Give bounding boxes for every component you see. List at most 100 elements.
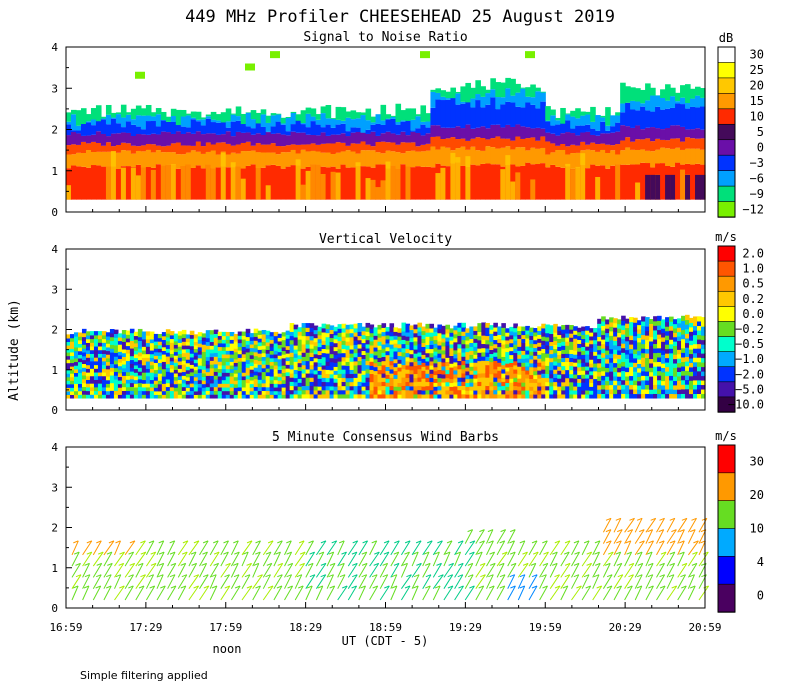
velocity-cell <box>145 383 151 388</box>
velocity-cell <box>501 389 506 395</box>
snr-cell <box>700 174 706 200</box>
snr-cell <box>350 119 357 128</box>
velocity-cell <box>221 372 227 377</box>
velocity-cell <box>653 352 658 358</box>
wind-barb <box>602 540 612 556</box>
velocity-cell <box>689 357 694 363</box>
velocity-cell <box>381 335 387 341</box>
velocity-cell <box>249 351 255 356</box>
wind-barb <box>167 551 176 567</box>
wind-barb-flag <box>701 517 708 521</box>
colorbar-box <box>717 444 736 474</box>
velocity-cell <box>545 348 550 354</box>
velocity-cell <box>233 394 239 399</box>
velocity-cell <box>581 354 586 359</box>
snr-cell <box>350 132 357 144</box>
snr-cell <box>470 107 476 129</box>
snr-cell <box>355 112 362 119</box>
snr-cell <box>255 119 262 134</box>
velocity-cell <box>401 322 407 328</box>
velocity-cell <box>193 351 199 357</box>
wind-barb-flag <box>277 562 283 566</box>
velocity-cell <box>141 357 147 362</box>
snr-cell <box>340 142 347 152</box>
velocity-cell <box>517 338 522 343</box>
wind-barb-flag <box>554 540 560 544</box>
velocity-cell <box>417 347 423 353</box>
velocity-cell <box>641 393 646 399</box>
velocity-cell <box>161 343 167 348</box>
velocity-cell <box>625 336 630 342</box>
velocity-cell <box>141 368 147 373</box>
wind-barb <box>114 574 122 589</box>
velocity-cell <box>573 342 578 347</box>
velocity-cell <box>369 361 375 366</box>
velocity-cell <box>261 367 267 373</box>
velocity-cell <box>133 375 139 381</box>
snr-cell <box>580 115 586 126</box>
snr-cell <box>660 89 666 99</box>
velocity-cell <box>353 340 359 345</box>
snr-cell <box>165 121 172 133</box>
velocity-cell <box>409 381 415 387</box>
velocity-cell <box>253 340 259 345</box>
velocity-cell <box>609 330 614 336</box>
snr-cell <box>690 88 696 99</box>
velocity-cell <box>441 337 446 343</box>
snr-cell <box>205 114 212 117</box>
snr-cell <box>600 133 606 144</box>
velocity-cell <box>413 340 419 346</box>
wind-barb-flag <box>498 562 505 566</box>
wind-barb-flag <box>106 551 113 555</box>
velocity-cell <box>221 386 227 392</box>
snr-cell <box>600 143 606 150</box>
velocity-cell <box>569 337 574 342</box>
velocity-cell <box>193 341 199 346</box>
velocity-cell <box>193 344 199 350</box>
velocity-cell <box>66 394 71 399</box>
velocity-cell <box>513 335 518 341</box>
velocity-cell <box>85 346 91 351</box>
velocity-cell <box>185 359 191 364</box>
wind-barb-flag <box>362 540 368 544</box>
velocity-cell <box>349 373 355 379</box>
colorbar-label: 20 <box>750 79 764 93</box>
velocity-cell <box>481 351 486 357</box>
velocity-cell <box>565 357 570 362</box>
velocity-cell <box>265 379 271 384</box>
wind-barb <box>358 540 369 556</box>
snr-cell <box>435 88 442 93</box>
wind-barb <box>422 585 431 601</box>
snr-cell <box>560 123 566 134</box>
velocity-cell <box>93 360 99 366</box>
velocity-cell <box>125 364 131 369</box>
snr-cell <box>450 137 456 151</box>
snr-cell <box>215 114 222 121</box>
velocity-cell <box>249 383 255 388</box>
snr-cell <box>135 126 142 135</box>
velocity-cell <box>461 360 466 366</box>
snr-cell <box>260 152 267 168</box>
velocity-cell <box>277 365 283 371</box>
velocity-cell <box>217 386 223 392</box>
wind-barb <box>156 563 165 578</box>
velocity-cell <box>237 331 243 336</box>
wind-barb <box>496 585 506 601</box>
velocity-cell <box>637 333 642 339</box>
snr-cell <box>565 154 571 167</box>
velocity-cell <box>441 357 446 363</box>
snr-cell <box>520 87 526 89</box>
wind-barb-flag <box>562 585 568 589</box>
snr-cell <box>690 106 696 130</box>
velocity-cell <box>325 336 331 342</box>
velocity-cell <box>329 365 335 371</box>
velocity-cell <box>585 362 590 367</box>
wind-barb <box>241 540 253 556</box>
snr-cell <box>345 136 352 146</box>
wind-barb-flag <box>73 540 79 544</box>
velocity-cell <box>465 382 470 387</box>
velocity-cell <box>697 379 702 385</box>
velocity-cell <box>453 329 458 335</box>
velocity-cell <box>689 322 694 328</box>
velocity-cell <box>125 349 131 354</box>
